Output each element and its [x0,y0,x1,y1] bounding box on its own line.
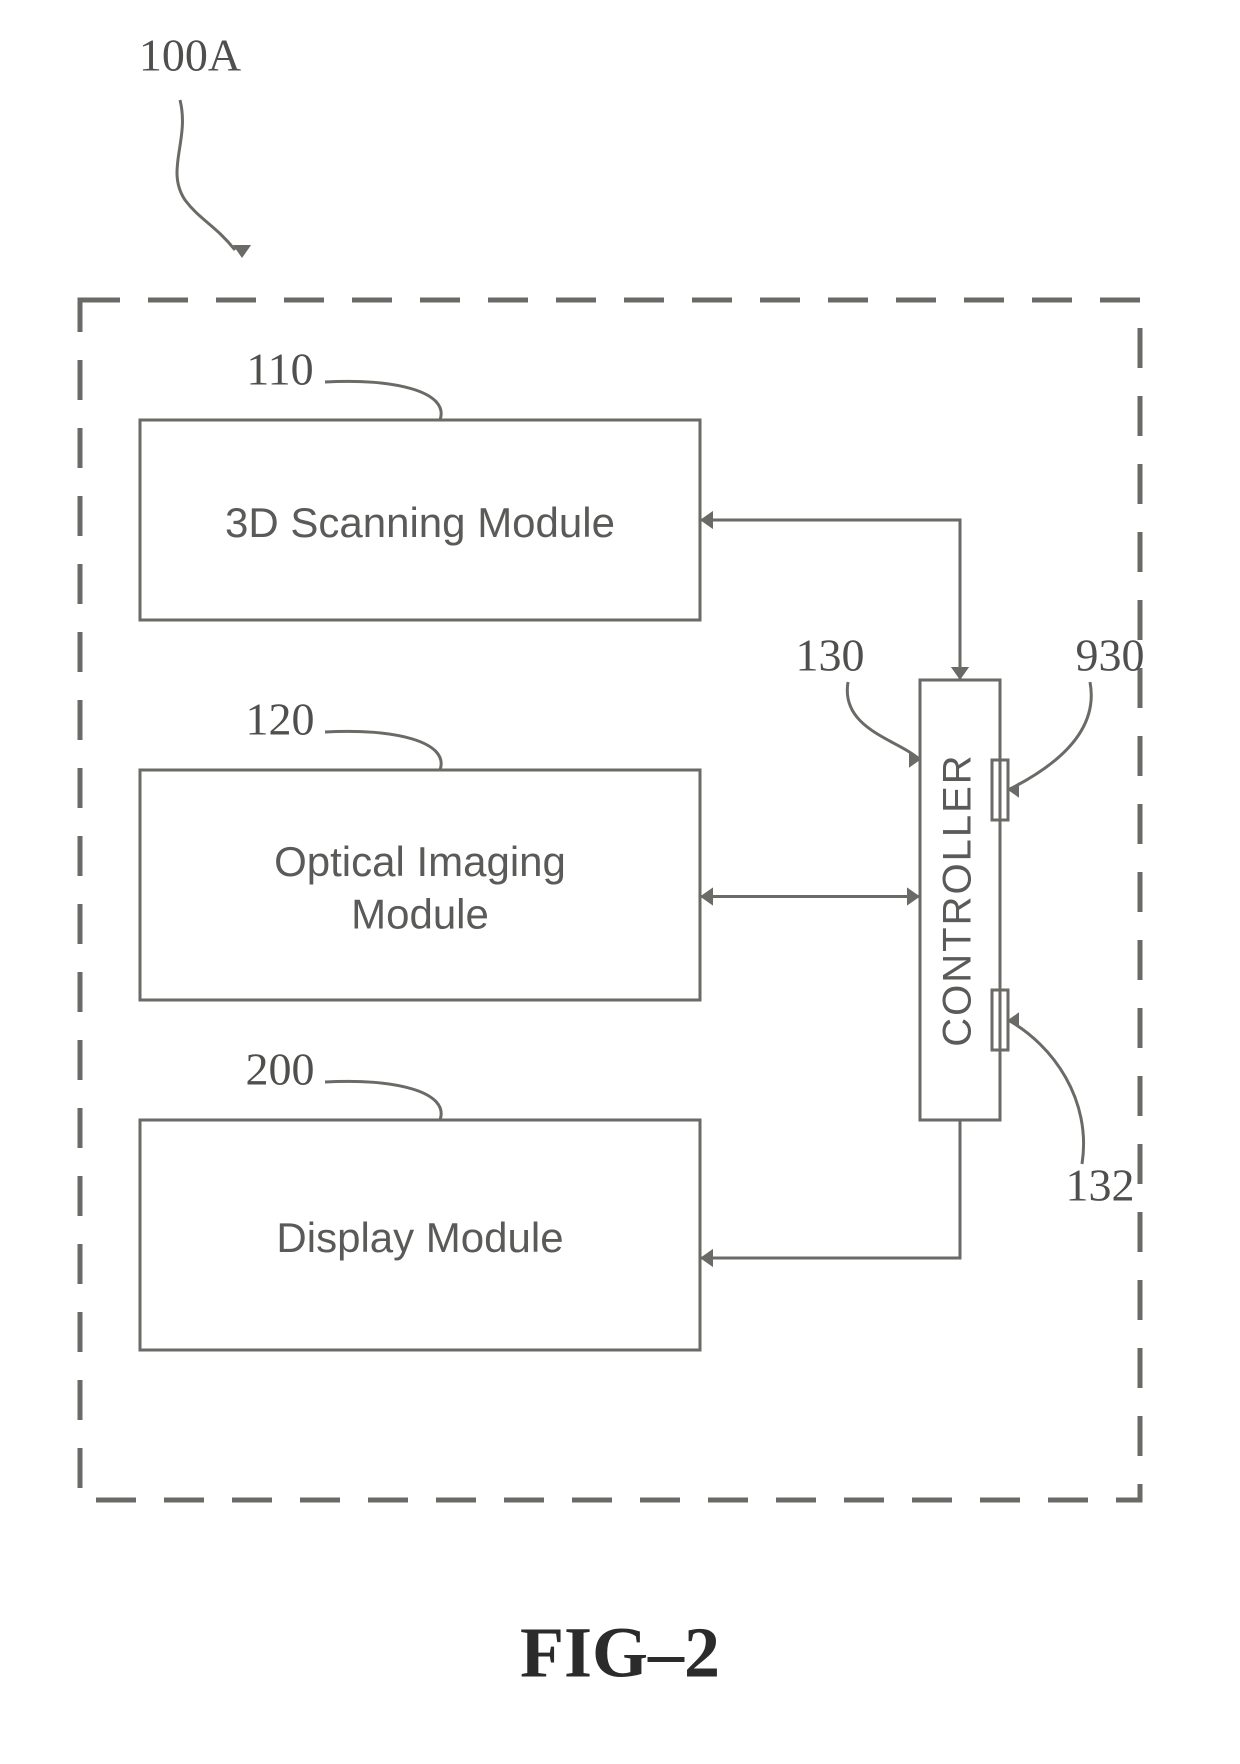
diagram-canvas: 100A 3D Scanning Module 110 Optical Imaging… [0,0,1240,1764]
figure-ref-100a: 100A [139,30,241,81]
scanning-module-box-label: 3D Scanning Module [225,499,615,546]
scanning-module-box-ref: 110 [246,344,313,395]
display-module-box-ref: 200 [246,1044,315,1095]
controller-ref-130: 130 [796,630,865,681]
lead-130 [847,682,920,760]
optical-imaging-module-box-label: Optical Imaging [274,838,566,885]
display-module-box-label: Display Module [276,1214,563,1261]
scanning-module-box-lead [325,381,441,420]
optical-imaging-module-box-ref: 120 [246,694,315,745]
system-container [80,300,1140,1500]
lead-930 [1008,682,1091,790]
lead-132 [1008,1020,1084,1164]
optical-imaging-module-box [140,770,700,1000]
lead-100a [177,100,235,250]
port-ref-930: 930 [1076,630,1145,681]
display-module-box-lead [325,1081,441,1120]
arrow-controller-display [700,1120,960,1258]
optical-imaging-module-box-label: Module [351,890,489,937]
controller-label: CONTROLLER [936,753,980,1046]
port-ref-132: 132 [1066,1160,1135,1211]
optical-imaging-module-box-lead [325,731,441,770]
figure-caption: FIG–2 [520,1613,720,1693]
